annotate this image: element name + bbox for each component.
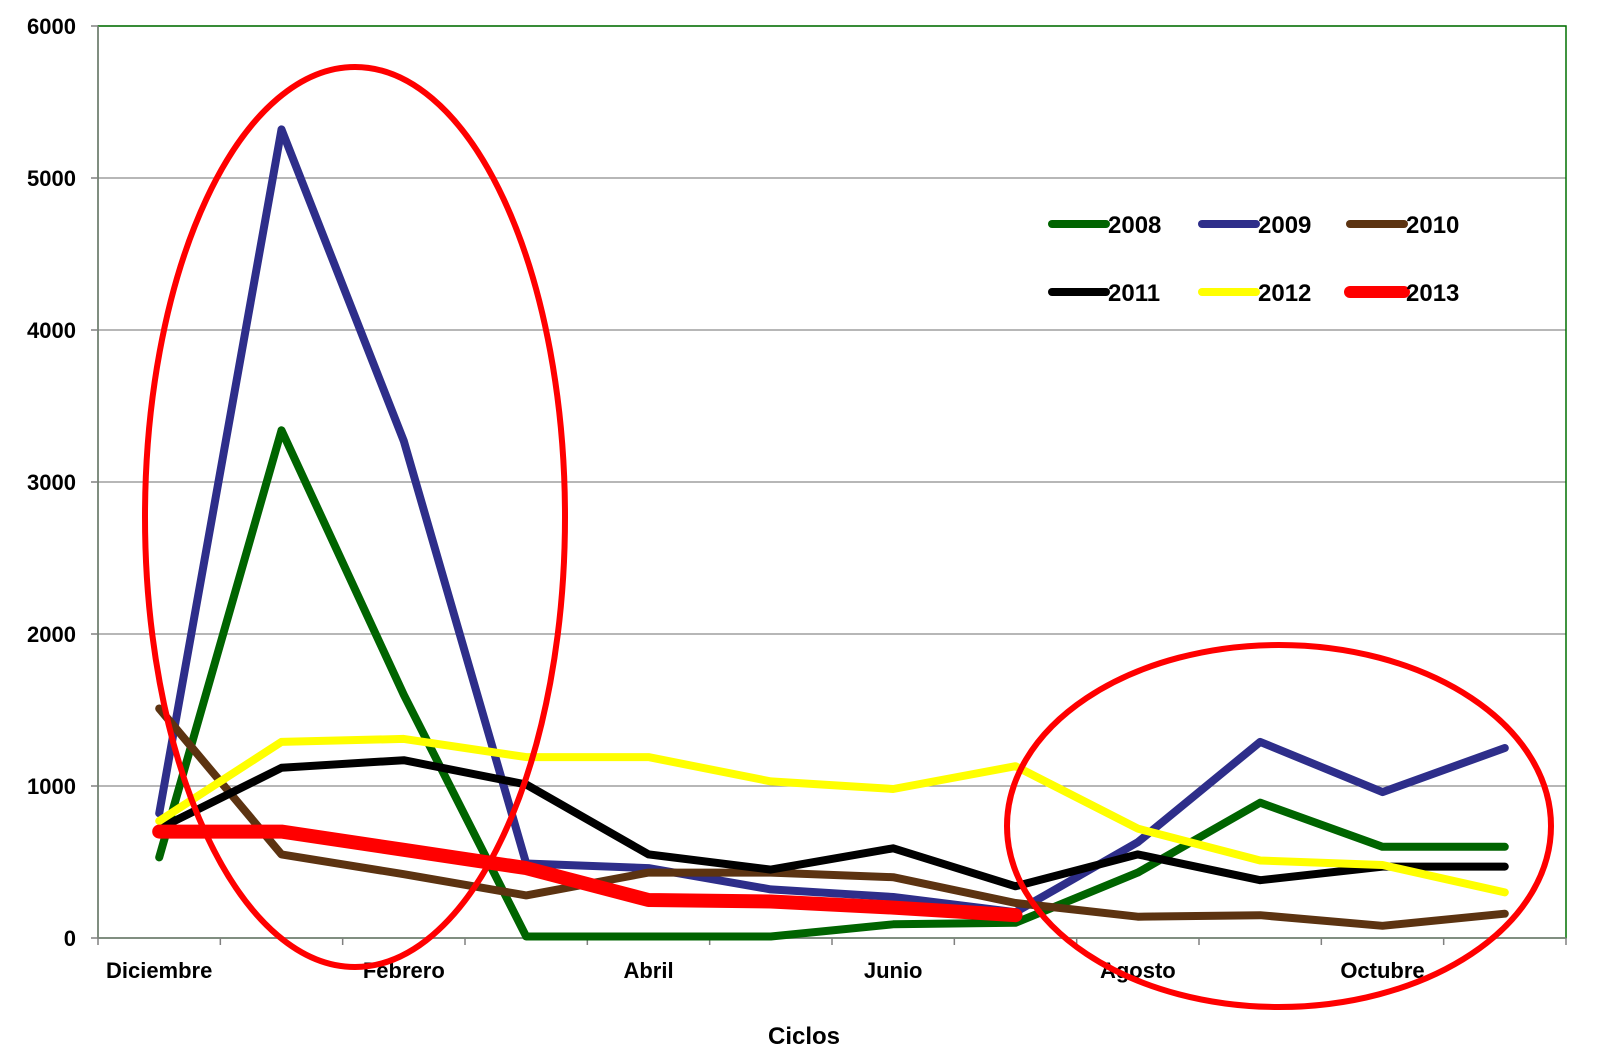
highlight-ellipse-left	[142, 64, 568, 970]
legend-label-2012: 2012	[1258, 280, 1311, 307]
series-line-2012	[155, 734, 1509, 897]
x-tick-label: Junio	[864, 958, 923, 983]
series-line-2013	[152, 824, 1023, 923]
series-line-2009	[155, 125, 1509, 917]
highlight-ellipse-right	[1004, 642, 1554, 1010]
x-axis-title: Ciclos	[768, 1023, 840, 1050]
y-tick-label: 3000	[27, 470, 76, 495]
legend-label-2013: 2013	[1406, 280, 1459, 307]
y-tick-label: 4000	[27, 318, 76, 343]
x-tick-label: Octubre	[1340, 958, 1424, 983]
y-axis-tick-labels: 0 1000 2000 3000 4000 5000 6000	[27, 14, 76, 951]
x-tick-label: Abril	[623, 958, 673, 983]
series-lines	[152, 125, 1509, 941]
gridlines	[98, 25, 1566, 787]
x-axis-tick-labels: Diciembre Febrero Abril Junio Agosto Octubre	[106, 958, 1425, 983]
x-tick-label: Diciembre	[106, 958, 212, 983]
series-line-2010	[155, 704, 1509, 930]
legend-label-2010: 2010	[1406, 212, 1459, 239]
series-line-2011	[155, 756, 1509, 891]
y-tick-label: 1000	[27, 774, 76, 799]
annotation-ellipses	[142, 64, 1554, 1010]
y-tick-label: 0	[64, 926, 76, 951]
y-tick-label: 5000	[27, 166, 76, 191]
legend-label-2008: 2008	[1108, 212, 1161, 239]
series-line-2008	[155, 426, 1509, 941]
legend-label-2011: 2011	[1108, 280, 1160, 307]
y-tick-label: 6000	[27, 14, 76, 39]
legend: 2008 2009 2010 2011 2012 2013	[1048, 212, 1459, 307]
x-tick-label: Febrero	[363, 958, 445, 983]
y-tick-label: 2000	[27, 622, 76, 647]
axes	[91, 25, 1567, 945]
legend-label-2009: 2009	[1258, 212, 1311, 239]
